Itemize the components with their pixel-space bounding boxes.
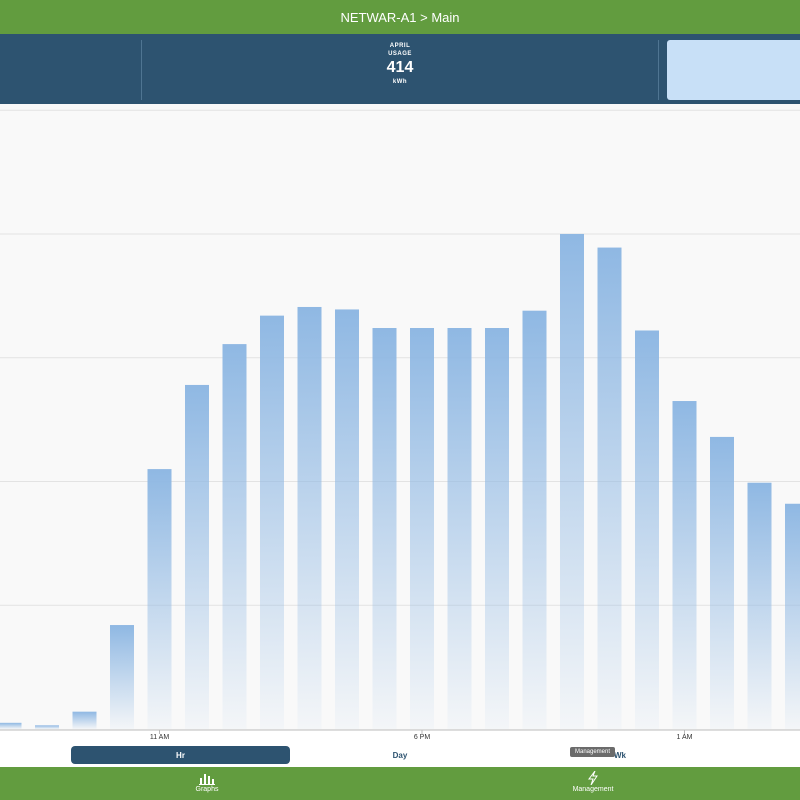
- x-tick-label: 1 AM: [677, 734, 693, 741]
- nav-management[interactable]: Management: [543, 771, 643, 793]
- tab-day[interactable]: Day: [392, 750, 408, 760]
- divider: [141, 40, 142, 100]
- bar: [785, 503, 800, 729]
- x-tick-label: 11 AM: [150, 734, 169, 741]
- bar: [222, 344, 247, 729]
- bar: [372, 328, 397, 729]
- summary-value: 414: [386, 59, 414, 76]
- bar: [297, 306, 322, 729]
- bar: [260, 315, 284, 729]
- graphs-icon: [199, 774, 215, 785]
- tab-hr[interactable]: Hr: [71, 746, 290, 764]
- bar: [147, 469, 172, 729]
- bar: [635, 330, 659, 729]
- usage-summary: APRIL USAGE 414 kWh: [300, 42, 500, 86]
- bar: [672, 401, 697, 729]
- top-bar: NETWAR-A1 > Main: [0, 0, 800, 34]
- info-card[interactable]: [667, 40, 800, 100]
- nav-graphs[interactable]: Graphs: [157, 771, 257, 793]
- management-icon: [588, 771, 598, 785]
- summary-month: APRIL: [389, 43, 411, 49]
- tooltip: Management: [570, 747, 616, 757]
- bar: [185, 384, 209, 729]
- period-tabs: Hr Day Wk: [0, 745, 800, 767]
- bar: [710, 436, 734, 729]
- summary-label: USAGE: [388, 51, 412, 57]
- bar: [485, 328, 509, 729]
- summary-panel: APRIL USAGE 414 kWh: [0, 34, 800, 104]
- page-title: NETWAR-A1 > Main: [340, 9, 460, 25]
- bar: [72, 711, 97, 729]
- bar: [335, 309, 359, 729]
- bar: [447, 328, 472, 729]
- x-tick-label: 6 PM: [414, 734, 431, 741]
- summary-unit: kWh: [392, 79, 408, 85]
- bar: [522, 310, 547, 729]
- bar: [560, 233, 584, 729]
- bottom-nav: Graphs Management: [0, 767, 800, 800]
- nav-label: Graphs: [195, 786, 219, 793]
- bar: [597, 247, 622, 729]
- chart: 11 AM 6 PM 1 AM: [0, 104, 800, 741]
- bar: [410, 328, 434, 729]
- bar: [747, 482, 772, 729]
- bar: [35, 725, 59, 729]
- divider: [658, 40, 659, 100]
- bar: [0, 722, 22, 729]
- nav-label: Management: [572, 786, 614, 793]
- bar: [110, 625, 134, 729]
- tab-wk[interactable]: Wk: [614, 750, 626, 760]
